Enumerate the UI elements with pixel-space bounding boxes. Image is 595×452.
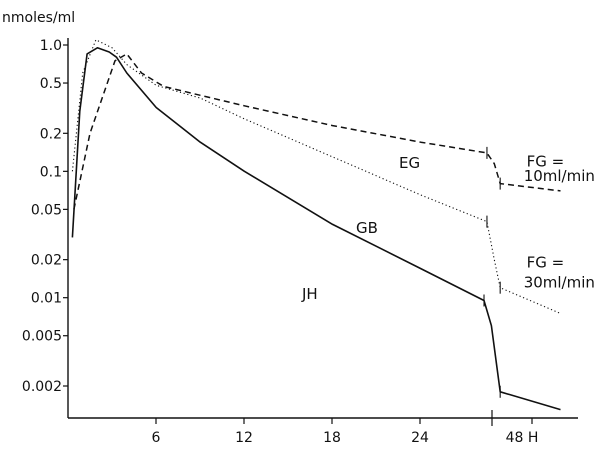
x-tick-label: 12 xyxy=(235,430,253,446)
y-tick-label: 0.01 xyxy=(31,291,62,307)
annotation-label: FG = xyxy=(527,152,565,170)
series-label-gb: GB xyxy=(356,219,378,237)
y-tick-label: 1.0 xyxy=(40,38,62,54)
x-tick-label: 18 xyxy=(323,430,341,446)
x-tick-label: 48 H xyxy=(506,430,539,446)
series-line-jh xyxy=(71,47,561,411)
series-label-jh: JH xyxy=(301,285,318,303)
annotation-label: 30ml/min xyxy=(524,273,595,291)
y-tick-label: 0.002 xyxy=(22,379,62,395)
series-layer xyxy=(71,39,561,411)
y-axis-title: nmoles/ml xyxy=(2,10,75,26)
series-label-eg: EG xyxy=(399,154,420,172)
annotation-label: FG = xyxy=(527,253,565,271)
y-tick-label: 0.2 xyxy=(40,126,62,142)
series-line-eg xyxy=(73,53,561,210)
y-tick-label: 0.5 xyxy=(40,76,62,92)
annotation-label: 10ml/min xyxy=(524,167,595,185)
axes: 1.0 0.5 0.2 0.1 0.05 0.02 0.01 0.005 0.002 6 12 18 2… xyxy=(22,38,578,446)
x-tick-label: 24 xyxy=(411,430,429,446)
y-tick-label: 0.02 xyxy=(31,253,62,269)
y-tick-label: 0.1 xyxy=(40,164,62,180)
y-tick-label: 0.005 xyxy=(22,329,62,345)
series-line-gb xyxy=(71,39,561,315)
y-tick-label: 0.05 xyxy=(31,202,62,218)
x-tick-label: 6 xyxy=(152,430,161,446)
